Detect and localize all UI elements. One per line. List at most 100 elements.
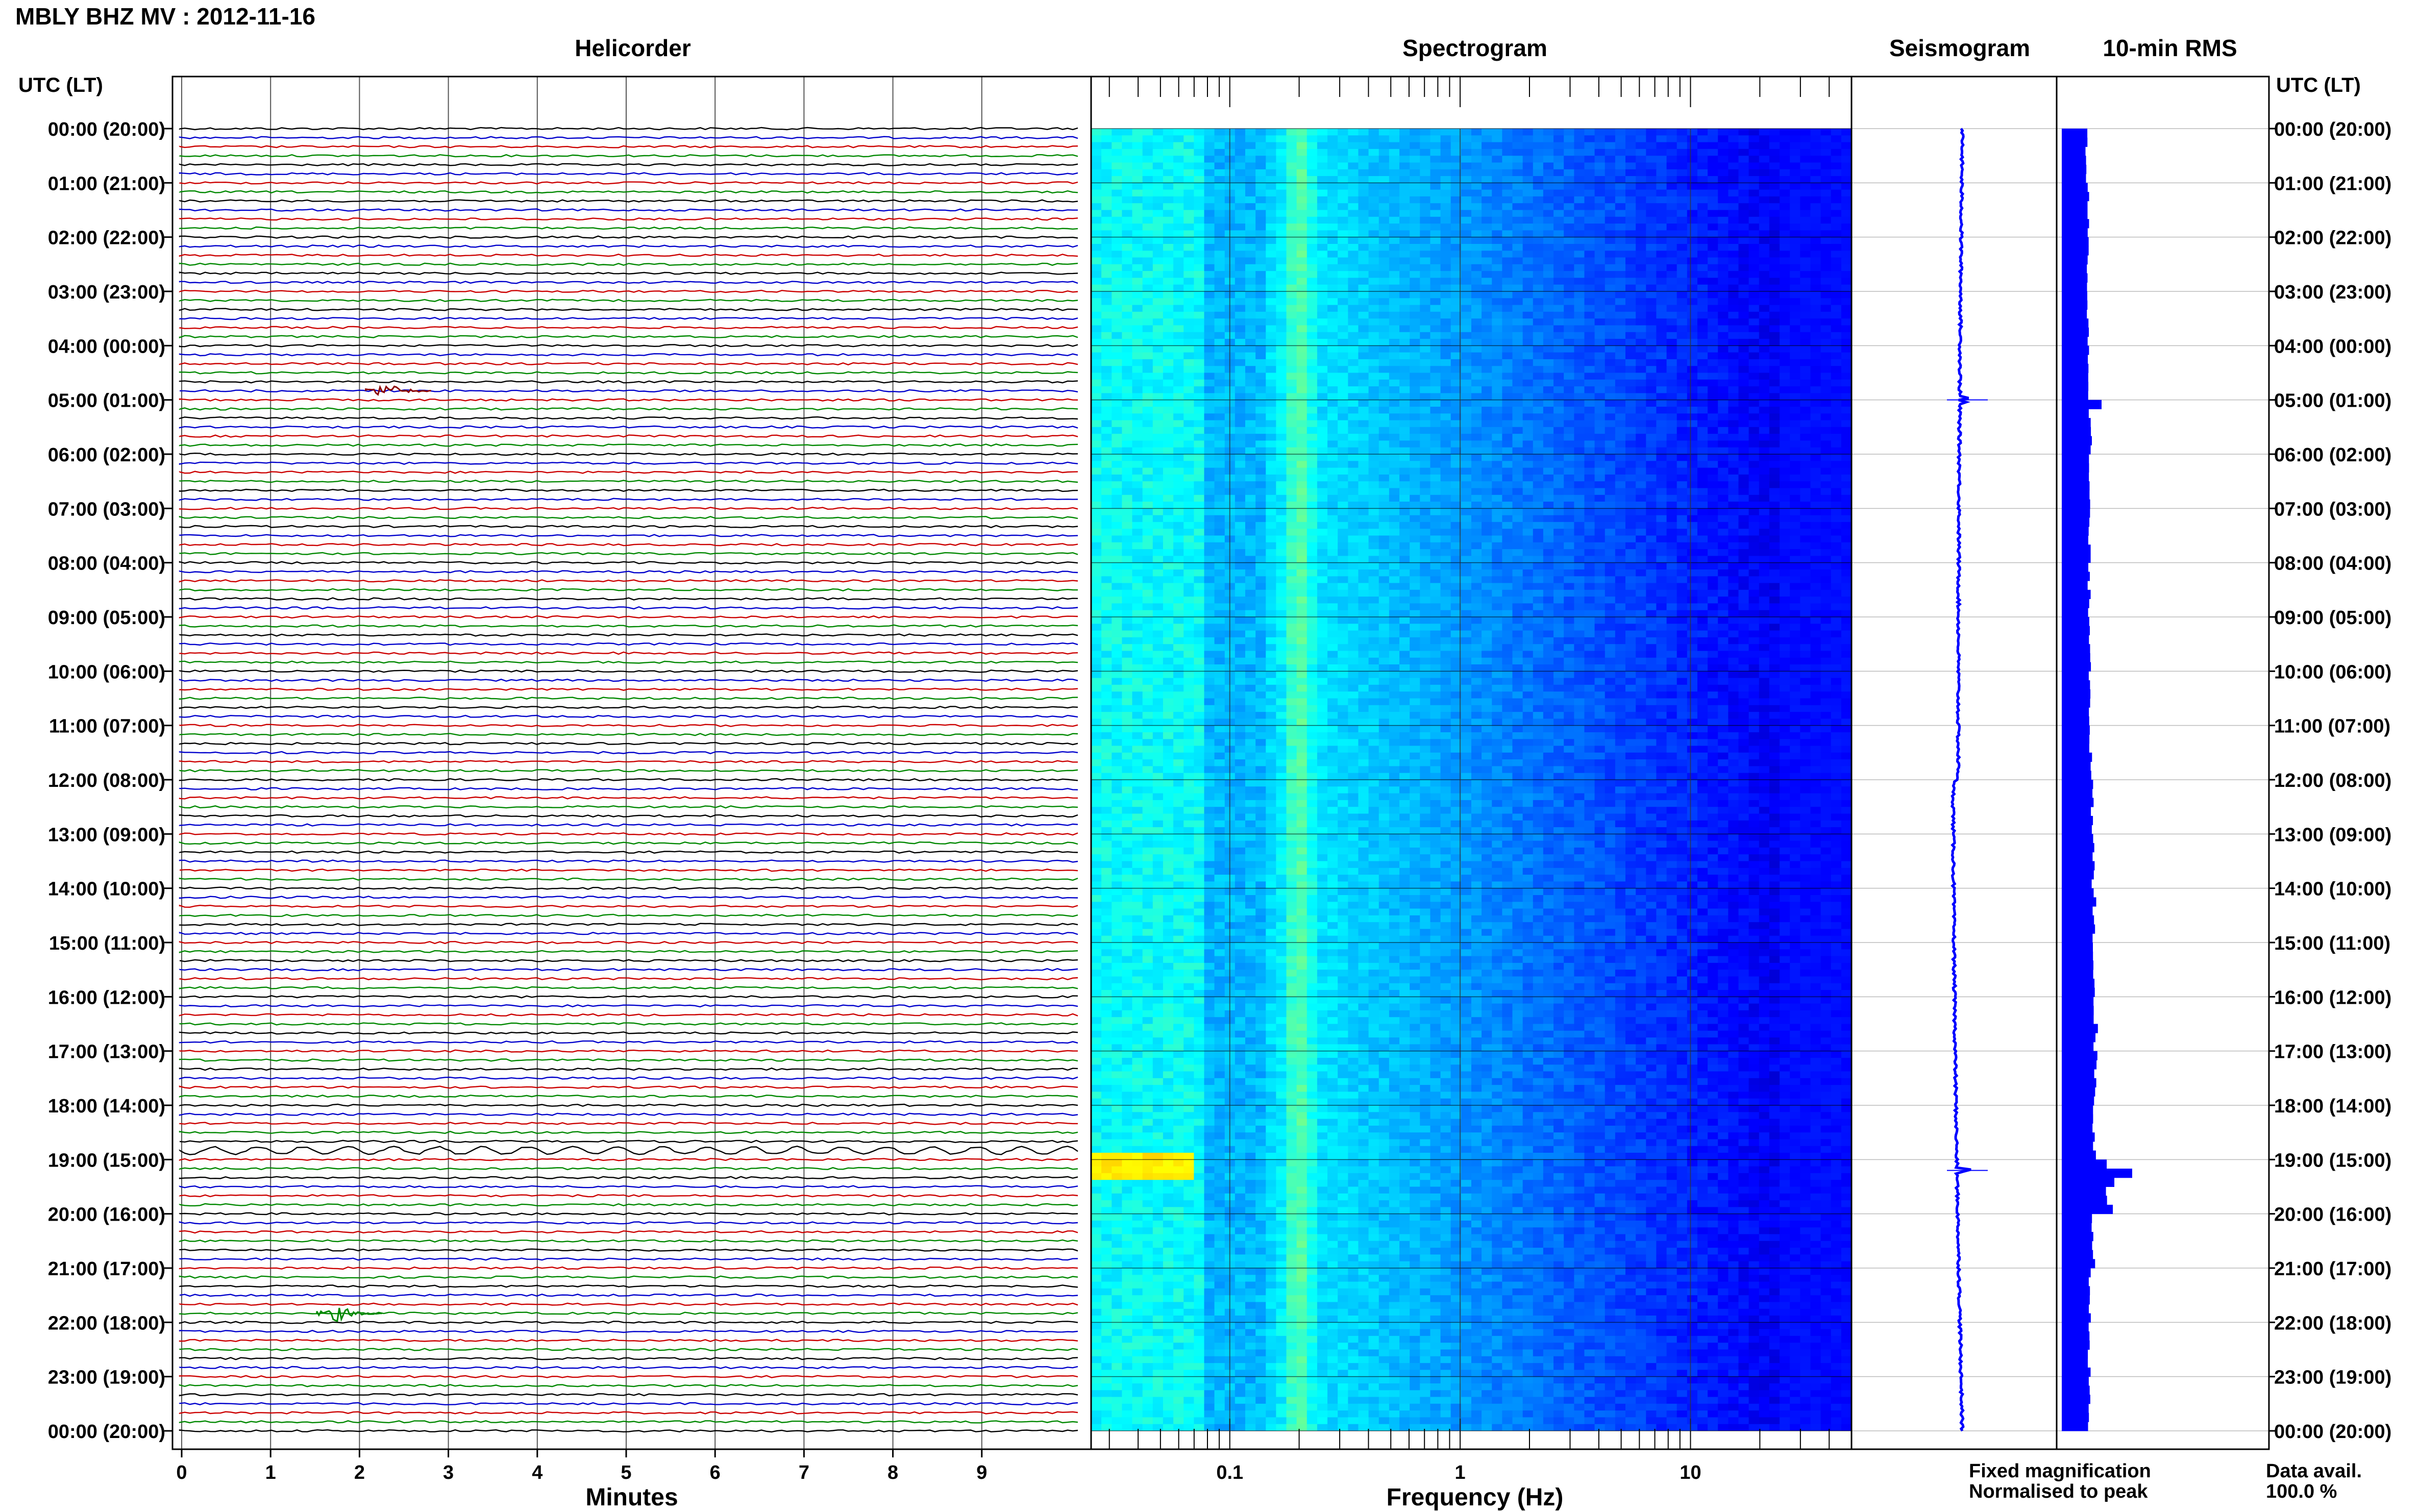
spectrogram-cell — [1389, 251, 1400, 258]
spectrogram-cell — [1440, 461, 1451, 468]
spectrogram-cell — [1450, 142, 1462, 150]
spectrogram-cell — [1636, 502, 1646, 509]
spectrogram-cell — [1738, 522, 1749, 529]
spectrogram-cell — [1101, 461, 1112, 468]
spectrogram-cell — [1399, 325, 1410, 333]
spectrogram-cell — [1132, 176, 1143, 183]
spectrogram-cell — [1142, 278, 1153, 285]
spectrogram-cell — [1646, 332, 1657, 339]
spectrogram-cell — [1286, 535, 1297, 543]
spectrogram-cell — [1122, 386, 1133, 393]
spectrogram-cell — [1625, 515, 1636, 523]
spectrogram-cell — [1656, 474, 1667, 482]
spectrogram-cell — [1317, 474, 1328, 482]
spectrogram-cell — [1327, 379, 1338, 387]
spectrogram-cell — [1276, 230, 1287, 238]
spectrogram-cell — [1636, 284, 1646, 292]
spectrogram-cell — [1410, 407, 1420, 414]
spectrogram-cell — [1306, 196, 1318, 204]
spectrogram-cell — [1492, 332, 1502, 339]
spectrogram-cell — [1112, 502, 1122, 509]
spectrogram-cell — [1718, 467, 1729, 475]
spectrogram-cell — [1646, 379, 1657, 387]
spectrogram-cell — [1410, 332, 1420, 339]
spectrogram-cell — [1286, 522, 1297, 529]
spectrogram-cell — [1810, 196, 1821, 204]
spectrogram-cell — [1183, 251, 1194, 258]
spectrogram-cell — [1553, 461, 1564, 468]
spectrogram-cell — [1112, 135, 1122, 143]
spectrogram-cell — [1358, 447, 1369, 455]
spectrogram-cell — [1748, 264, 1760, 271]
spectrogram-cell — [1142, 237, 1153, 244]
spectrogram-cell — [1245, 440, 1256, 448]
spectrogram-cell — [1564, 488, 1574, 495]
spectrogram-cell — [1810, 345, 1821, 353]
spectrogram-cell — [1492, 230, 1502, 238]
spectrogram-cell — [1286, 210, 1297, 217]
spectrogram-cell — [1748, 203, 1760, 211]
spectrogram-cell — [1101, 203, 1112, 211]
spectrogram-cell — [1584, 189, 1595, 197]
spectrogram-cell — [1286, 481, 1297, 489]
helicorder-trace — [179, 1212, 1078, 1216]
spectrogram-cell — [1594, 393, 1606, 401]
spectrogram-cell — [1204, 488, 1215, 495]
spectrogram-cell — [1152, 278, 1164, 285]
spectrogram-cell — [1122, 278, 1133, 285]
spectrogram-cell — [1378, 311, 1390, 319]
spectrogram-cell — [1471, 230, 1482, 238]
spectrogram-cell — [1091, 203, 1102, 211]
spectrogram-cell — [1286, 434, 1297, 441]
spectrogram-cell — [1173, 135, 1184, 143]
spectrogram-cell — [1810, 176, 1821, 183]
spectrogram-cell — [1841, 332, 1852, 339]
spectrogram-cell — [1368, 196, 1379, 204]
spectrogram-cell — [1708, 305, 1718, 312]
spectrogram-cell — [1122, 216, 1133, 224]
spectrogram-cell — [1748, 210, 1760, 217]
spectrogram-cell — [1296, 474, 1307, 482]
spectrogram-cell — [1461, 325, 1472, 333]
spectrogram-cell — [1173, 278, 1184, 285]
spectrogram-cell — [1378, 169, 1390, 177]
spectrogram-cell — [1173, 556, 1184, 563]
spectrogram-cell — [1574, 305, 1585, 312]
spectrogram-cell — [1358, 264, 1369, 271]
spectrogram-cell — [1101, 224, 1112, 231]
spectrogram-cell — [1420, 413, 1430, 421]
spectrogram-cell — [1440, 488, 1451, 495]
spectrogram-cell — [1748, 488, 1760, 495]
spectrogram-cell — [1091, 413, 1102, 421]
spectrogram-cell — [1728, 373, 1739, 380]
spectrogram-cell — [1748, 407, 1760, 414]
spectrogram-cell — [1358, 278, 1369, 285]
spectrogram-cell — [1728, 427, 1739, 434]
spectrogram-cell — [1687, 467, 1698, 475]
spectrogram-cell — [1831, 488, 1842, 495]
spectrogram-cell — [1482, 162, 1492, 170]
spectrogram-cell — [1594, 339, 1606, 346]
spectrogram-cell — [1656, 129, 1667, 136]
spectrogram-cell — [1296, 488, 1307, 495]
spectrogram-cell — [1831, 508, 1842, 516]
spectrogram-cell — [1841, 325, 1852, 333]
spectrogram-cell — [1358, 461, 1369, 468]
spectrogram-cell — [1358, 291, 1369, 299]
spectrogram-cell — [1522, 556, 1534, 563]
spectrogram-cell — [1564, 142, 1574, 150]
spectrogram-cell — [1687, 434, 1698, 441]
spectrogram-cell — [1759, 515, 1770, 523]
spectrogram-cell — [1738, 352, 1749, 360]
spectrogram-cell — [1748, 271, 1760, 278]
spectrogram-cell — [1338, 189, 1348, 197]
spectrogram-cell — [1831, 210, 1842, 217]
spectrogram-cell — [1204, 189, 1215, 197]
spectrogram-cell — [1543, 203, 1554, 211]
spectrogram-cell — [1800, 502, 1811, 509]
spectrogram-cell — [1286, 359, 1297, 366]
spectrogram-cell — [1358, 311, 1369, 319]
spectrogram-cell — [1646, 542, 1657, 550]
spectrogram-cell — [1327, 427, 1338, 434]
helicorder-trace — [179, 316, 1078, 320]
